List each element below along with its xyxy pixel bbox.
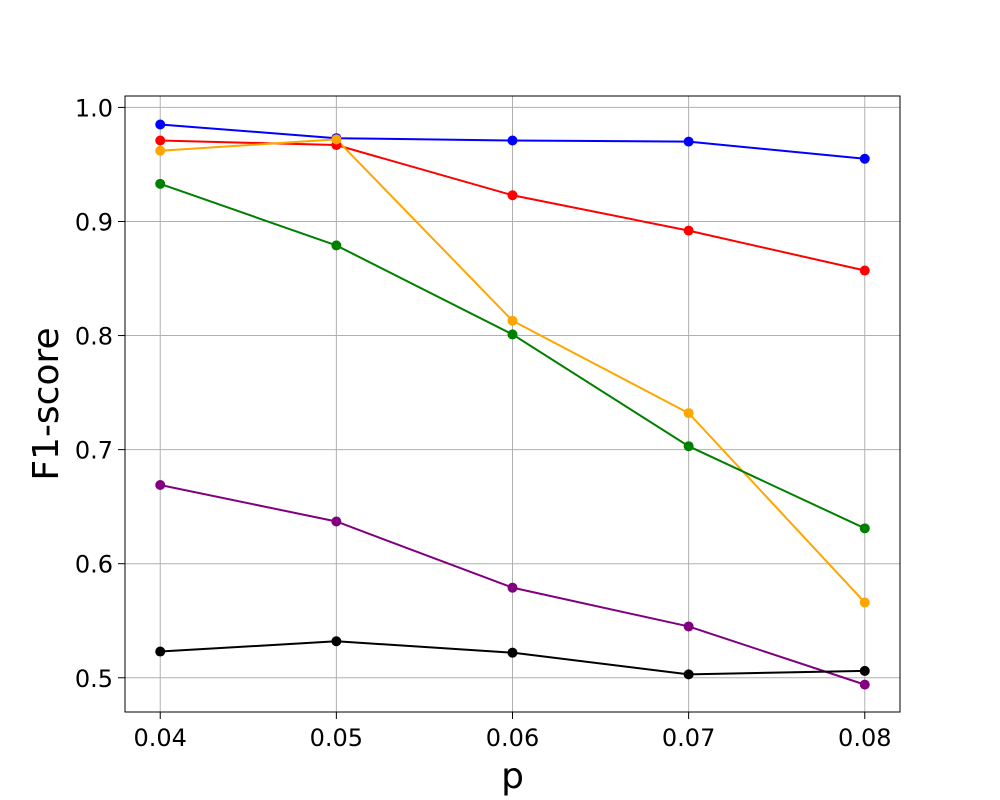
- data-point: [859, 665, 870, 676]
- data-point: [859, 523, 870, 534]
- x-tick-label: 0.05: [310, 724, 363, 752]
- data-point: [507, 329, 518, 340]
- axis-ticks: 0.04 0.05 0.06 0.07 0.08 0.5 0.6 0.7 0.8 0.9 1.0: [75, 94, 892, 752]
- data-point: [859, 265, 870, 276]
- data-point: [331, 134, 342, 145]
- y-tick-label: 0.9: [75, 208, 113, 236]
- data-point: [507, 135, 518, 146]
- data-point: [507, 190, 518, 201]
- data-point: [155, 178, 166, 189]
- y-tick-label: 0.5: [75, 665, 113, 693]
- series-points: [155, 119, 870, 690]
- x-tick-label: 0.08: [838, 724, 891, 752]
- data-point: [155, 135, 166, 146]
- data-point: [683, 225, 694, 236]
- data-point: [507, 315, 518, 326]
- data-point: [331, 636, 342, 647]
- x-tick-label: 0.06: [486, 724, 539, 752]
- grid-lines: [125, 96, 900, 712]
- data-point: [331, 516, 342, 527]
- data-point: [859, 679, 870, 690]
- y-tick-label: 1.0: [75, 94, 113, 122]
- y-tick-label: 0.7: [75, 437, 113, 465]
- data-point: [331, 240, 342, 251]
- data-point: [155, 479, 166, 490]
- data-point: [683, 136, 694, 147]
- data-point: [683, 669, 694, 680]
- data-point: [683, 441, 694, 452]
- data-point: [859, 597, 870, 608]
- data-point: [683, 408, 694, 419]
- y-axis-label: F1-score: [26, 327, 67, 480]
- data-point: [155, 646, 166, 657]
- y-tick-label: 0.6: [75, 551, 113, 579]
- x-tick-label: 0.07: [662, 724, 715, 752]
- data-point: [859, 153, 870, 164]
- data-point: [155, 119, 166, 130]
- data-point: [155, 145, 166, 156]
- data-point: [683, 621, 694, 632]
- x-axis-label: p: [501, 756, 524, 797]
- y-tick-label: 0.8: [75, 323, 113, 351]
- x-tick-label: 0.04: [134, 724, 187, 752]
- data-point: [507, 647, 518, 658]
- data-point: [507, 582, 518, 593]
